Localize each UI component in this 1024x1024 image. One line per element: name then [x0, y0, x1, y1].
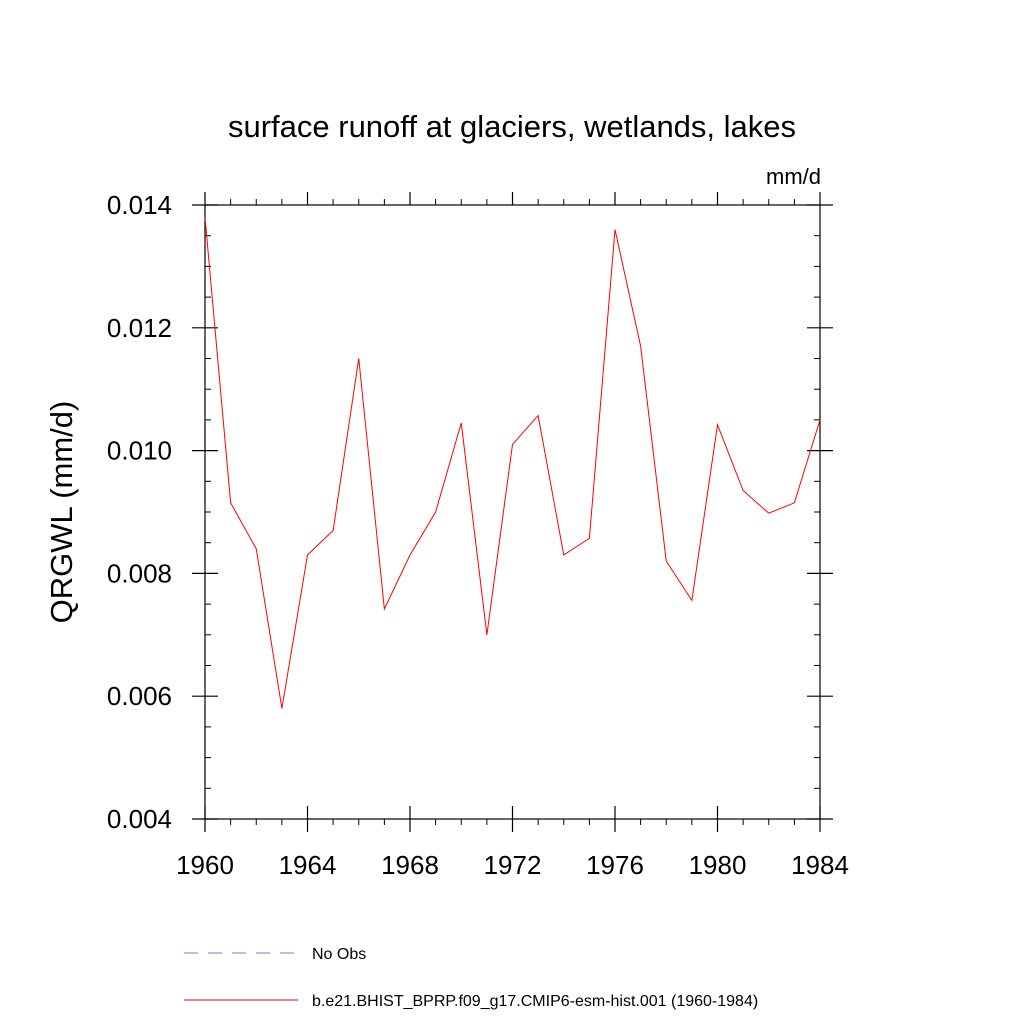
data-point	[562, 553, 565, 556]
legend: No Obs b.e21.BHIST_BPRP.f09_g17.CMIP6-esm…	[184, 946, 758, 1010]
x-tick-label: 1976	[586, 850, 644, 880]
x-tick-label: 1960	[176, 850, 234, 880]
plot-frame	[204, 204, 821, 820]
data-point	[511, 443, 514, 446]
x-tick-label: 1964	[279, 850, 337, 880]
x-tick-label: 1984	[791, 850, 849, 880]
y-tick-label: 0.008	[107, 558, 172, 588]
legend-label: No Obs	[312, 946, 366, 963]
x-tick-label: 1980	[689, 850, 747, 880]
data-point	[793, 501, 796, 504]
x-axis-tick-labels: 1960 1964 1968 1972 1976 1980 1984	[176, 850, 849, 880]
data-point	[588, 537, 591, 540]
data-point	[460, 421, 463, 424]
series-line	[204, 217, 821, 709]
y-tick-label: 0.004	[107, 804, 172, 834]
data-point	[255, 547, 258, 550]
units-label: mm/d	[766, 164, 821, 189]
data-point	[229, 501, 232, 504]
y-axis-label: QRGWL (mm/d)	[44, 401, 79, 624]
data-point	[742, 489, 745, 492]
series-layer	[204, 216, 822, 710]
y-tick-label: 0.010	[107, 436, 172, 466]
y-axis-tick-labels: 0.004 0.006 0.008 0.010 0.012 0.014	[107, 190, 172, 834]
data-point	[434, 511, 437, 514]
y-tick-label: 0.014	[107, 190, 172, 220]
y-tick-label: 0.012	[107, 313, 172, 343]
x-axis-ticks	[204, 192, 821, 832]
data-point	[306, 553, 309, 556]
data-point	[614, 228, 617, 231]
data-point	[204, 216, 207, 219]
data-point	[767, 512, 770, 515]
y-axis-ticks	[192, 204, 833, 820]
data-point	[357, 357, 360, 360]
data-point	[280, 707, 283, 710]
data-point	[332, 529, 335, 532]
data-point	[690, 599, 693, 602]
data-point	[409, 553, 412, 556]
legend-label: b.e21.BHIST_BPRP.f09_g17.CMIP6-esm-hist.…	[312, 993, 758, 1010]
data-point	[537, 414, 540, 417]
x-tick-label: 1968	[381, 850, 439, 880]
x-tick-label: 1972	[484, 850, 542, 880]
y-tick-label: 0.006	[107, 681, 172, 711]
data-point	[383, 608, 386, 611]
data-point	[716, 423, 719, 426]
chart-title: surface runoff at glaciers, wetlands, la…	[228, 109, 796, 144]
data-point	[665, 560, 668, 563]
data-point	[819, 418, 822, 421]
data-point	[485, 633, 488, 636]
data-point	[639, 345, 642, 348]
